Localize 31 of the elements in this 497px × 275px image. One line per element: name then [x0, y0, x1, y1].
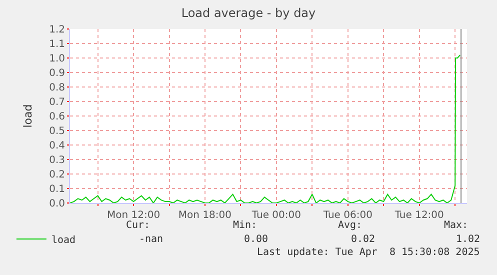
y-tick-label: 0.9 [49, 68, 65, 79]
x-tick-label: Mon 18:00 [178, 210, 232, 221]
y-tick-label: 0.0 [49, 198, 65, 210]
legend-label: load [51, 234, 76, 246]
x-tick-label: Mon 12:00 [106, 210, 160, 221]
y-tick-label: 0.1 [49, 184, 65, 195]
y-tick-label: 1.0 [49, 54, 65, 64]
y-tick-label: 0.8 [49, 82, 65, 94]
y-tick-label: 0.3 [49, 155, 65, 166]
y-tick-label: 0.4 [49, 140, 65, 152]
y-tick-label: 1.2 [49, 24, 65, 36]
text: -nan [139, 234, 164, 245]
y-tick-label: 0.2 [49, 170, 65, 180]
text: 0.02 [351, 234, 376, 245]
text: 0.00 [244, 234, 268, 245]
line-series [70, 54, 461, 203]
x-tick-label: Tue 00:00 [250, 210, 301, 221]
y-tick-label: 0.7 [49, 97, 65, 108]
text: Last update: Tue Apr 8 15:30:08 2025 [257, 247, 480, 258]
text: Cur: [126, 220, 150, 231]
text: 1.02 [456, 234, 480, 245]
x-tick-label: Tue 06:00 [322, 210, 372, 221]
y-axis-title: load [22, 104, 35, 128]
text: Avg: [338, 220, 362, 231]
x-tick-label: Tue 12:00 [394, 210, 444, 221]
y-tick-label: 1.1 [49, 39, 65, 50]
text: Min: [233, 220, 258, 231]
text: Max: [444, 220, 468, 231]
chart-title: Load average - by day [181, 6, 316, 20]
y-tick-label: 0.5 [49, 126, 65, 137]
y-tick-label: 0.6 [49, 112, 65, 122]
